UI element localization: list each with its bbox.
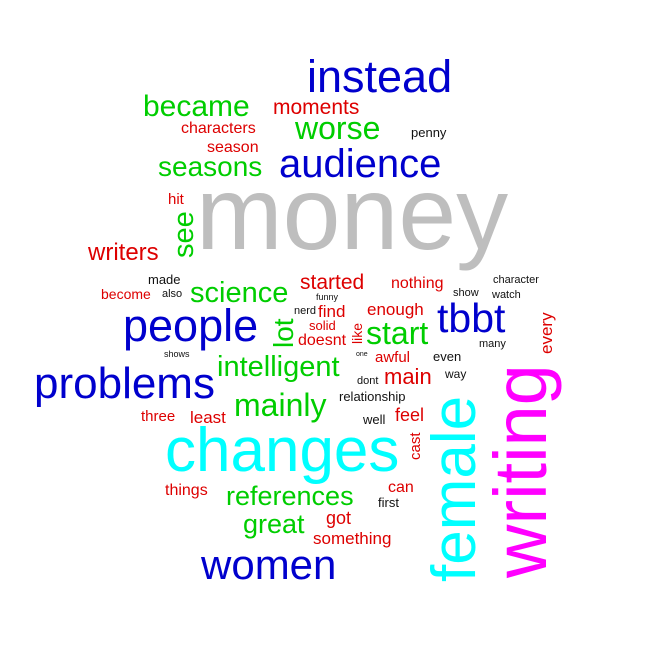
word-enough: enough: [367, 300, 424, 319]
word-character: character: [493, 274, 539, 286]
word-instead: instead: [307, 51, 453, 102]
word-season: season: [207, 139, 259, 156]
word-nothing: nothing: [391, 275, 444, 292]
word-got: got: [326, 508, 352, 528]
word-audience: audience: [279, 142, 442, 186]
word-see: see: [168, 211, 200, 258]
word-female: female: [420, 395, 489, 582]
word-writers: writers: [88, 239, 159, 266]
word-every: every: [537, 312, 556, 354]
word-solid: solid: [309, 318, 336, 333]
word-writing: writing: [479, 364, 562, 578]
word-tbbt: tbbt: [437, 295, 506, 341]
word-cast: cast: [407, 432, 424, 460]
word-things: things: [165, 482, 208, 499]
word-lot: lot: [268, 318, 299, 348]
word-penny: penny: [411, 125, 447, 140]
word-first: first: [378, 495, 399, 510]
word-people: people: [123, 300, 259, 351]
word-changes: changes: [165, 416, 400, 485]
word-references: references: [226, 481, 354, 511]
word-hit: hit: [168, 191, 184, 208]
word-shows: shows: [164, 349, 190, 359]
word-find: find: [318, 302, 346, 321]
word-start: start: [366, 315, 429, 351]
word-money: money: [196, 156, 509, 272]
word-something: something: [313, 529, 392, 548]
word-worse: worse: [295, 110, 381, 146]
word-science: science: [190, 277, 289, 309]
word-moments: moments: [273, 96, 360, 119]
word-seasons: seasons: [158, 151, 263, 182]
word-main: main: [384, 364, 432, 389]
word-made: made: [148, 272, 181, 287]
word-three: three: [141, 408, 176, 425]
word-like: like: [349, 322, 365, 344]
word-show: show: [453, 287, 479, 299]
word-even: even: [433, 349, 462, 364]
word-least: least: [190, 408, 226, 427]
word-characters: characters: [181, 120, 256, 137]
word-funny: funny: [316, 292, 339, 302]
word-watch: watch: [492, 289, 521, 301]
word-one: one: [356, 351, 368, 358]
word-intelligent: intelligent: [217, 351, 340, 383]
word-awful: awful: [375, 349, 411, 366]
word-problems: problems: [34, 359, 215, 408]
word-became: became: [143, 90, 250, 123]
word-many: many: [479, 338, 506, 350]
word-women: women: [201, 541, 337, 588]
word-also: also: [162, 288, 183, 300]
word-dont: dont: [357, 375, 379, 387]
word-great: great: [243, 509, 305, 539]
word-mainly: mainly: [234, 387, 327, 423]
word-relationship: relationship: [339, 389, 406, 404]
word-become: become: [101, 286, 151, 302]
word-nerd: nerd: [294, 305, 317, 317]
word-doesnt: doesnt: [298, 332, 347, 349]
word-can: can: [388, 479, 414, 496]
word-well: well: [363, 412, 386, 427]
word-started: started: [300, 271, 365, 294]
word-way: way: [445, 367, 467, 381]
word-feel: feel: [395, 405, 425, 425]
